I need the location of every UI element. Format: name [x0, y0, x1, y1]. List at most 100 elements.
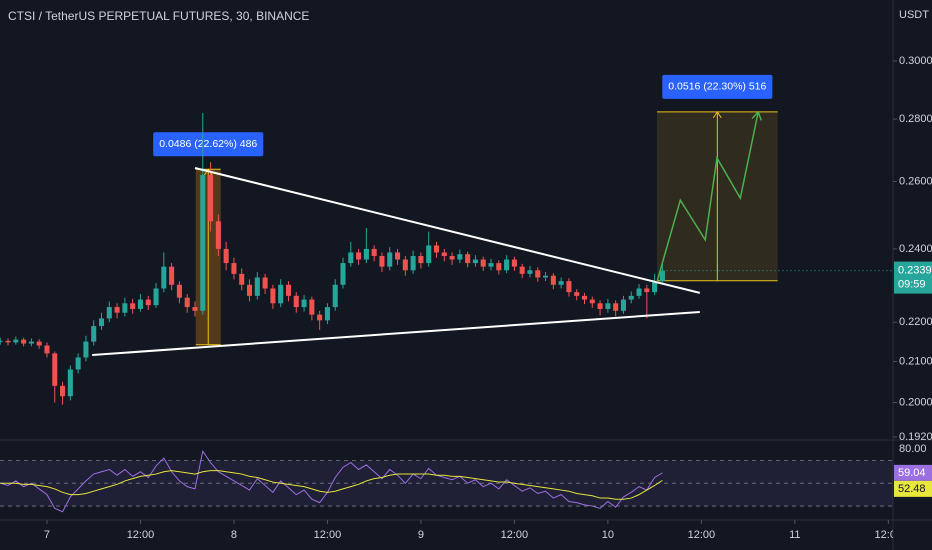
candle-body [511, 259, 517, 267]
y-tick-label: 0.1920 [899, 431, 932, 443]
candle-body [488, 263, 494, 267]
candle-body [137, 299, 143, 309]
candle-body [114, 307, 120, 313]
candle-body [433, 245, 440, 253]
x-tick-label: 8 [231, 529, 237, 541]
current-price-label: 0.2339 [898, 265, 932, 277]
candle-body [176, 284, 182, 298]
y-tick-label: 0.2000 [899, 396, 932, 408]
projection-path [656, 111, 759, 283]
candle-body [332, 284, 338, 308]
rsi-value-label: 52.48 [898, 483, 926, 495]
candle-body [246, 284, 253, 296]
y-tick-label: 0.3000 [899, 55, 932, 67]
candle-body [550, 275, 556, 285]
candle-body [543, 275, 549, 278]
candle-body [309, 299, 315, 315]
candle-body [223, 248, 229, 264]
candle-body [426, 245, 432, 264]
x-tick-label: 12:00 [127, 529, 155, 541]
candle-body [356, 252, 362, 260]
candle-body [636, 288, 642, 296]
range-label: 0.0516 (22.30%) 516 [668, 81, 766, 93]
candle-body [581, 295, 588, 300]
candle-body [5, 340, 11, 343]
y-tick-label: 0.2200 [899, 316, 932, 328]
candle-body [21, 339, 27, 344]
projection-arrow-head [751, 110, 762, 121]
candle-body [363, 248, 369, 260]
range-label-box [662, 74, 773, 99]
candle-body [145, 299, 151, 306]
candle-body [527, 270, 533, 274]
candle-body [449, 255, 455, 260]
candle-body [441, 252, 447, 256]
candle-body [200, 175, 206, 311]
candle-body [348, 252, 354, 264]
candle-body [504, 259, 510, 271]
candle-body [652, 281, 658, 293]
x-tick-label: 12:00 [875, 529, 903, 541]
rsi-value-label: 59.04 [898, 467, 926, 479]
trendline [194, 167, 701, 294]
rsi-value-box [894, 480, 932, 497]
candle-body [301, 299, 307, 308]
rsi-tick-label: 80.00 [899, 443, 927, 455]
candle-body [161, 266, 167, 289]
x-tick-label: 10 [602, 529, 614, 541]
countdown-label: 09:59 [898, 279, 926, 291]
candle-body [465, 254, 471, 264]
candle-body [628, 295, 634, 300]
candle-body [215, 221, 221, 249]
candle-body [98, 318, 105, 327]
candle-body [293, 295, 299, 308]
candle-body [472, 259, 478, 264]
candle-body [371, 248, 377, 256]
candle-body [566, 281, 572, 293]
candle-body [106, 307, 112, 319]
x-tick-label: 11 [789, 529, 800, 541]
candle-body [28, 341, 34, 344]
y-axis-label: USDT [899, 9, 929, 21]
rsi-value-box [894, 464, 932, 481]
candle-body [480, 259, 486, 267]
plot-area: 7 12:00 8 12:00 9 12:00 10 12:00 11 12:00 0.0486 (… [0, 74, 903, 541]
candle-body [254, 277, 260, 296]
candle-body [589, 299, 595, 304]
candle-body [278, 284, 284, 304]
candle-body [239, 273, 245, 285]
y-tick-label: 0.2100 [899, 355, 932, 367]
candle-body [13, 339, 19, 343]
chart-title: CTSI / TetherUS PERPETUAL FUTURES, 30, B… [8, 9, 309, 23]
current-price-box [894, 261, 932, 294]
candle-body [418, 255, 424, 264]
candle-body [130, 303, 136, 309]
candle-body [75, 357, 81, 370]
candle-body [208, 175, 214, 222]
candle-body [60, 385, 66, 397]
candle-body [231, 263, 237, 274]
candle-body [387, 252, 393, 267]
candle-body [169, 266, 175, 285]
candle-body [67, 369, 73, 397]
candle-body [262, 277, 268, 289]
y-tick-label: 0.2800 [899, 113, 932, 125]
y-tick-label: 0.2400 [899, 243, 932, 255]
candle-body [597, 303, 603, 309]
range-label: 0.0486 (22.62%) 486 [159, 138, 257, 150]
candle-body [91, 326, 97, 342]
candle-body [620, 299, 626, 311]
rsi-line [0, 449, 663, 513]
range-arrow-head [712, 110, 722, 119]
candle-body [122, 303, 128, 313]
candle-body [184, 297, 190, 308]
candle-body [285, 284, 292, 296]
candle-body [659, 270, 665, 282]
x-tick-label: 12:00 [314, 529, 342, 541]
candle-body [270, 288, 276, 304]
candle-body [36, 341, 42, 346]
candle-body [574, 292, 580, 296]
candle-body [558, 281, 564, 285]
